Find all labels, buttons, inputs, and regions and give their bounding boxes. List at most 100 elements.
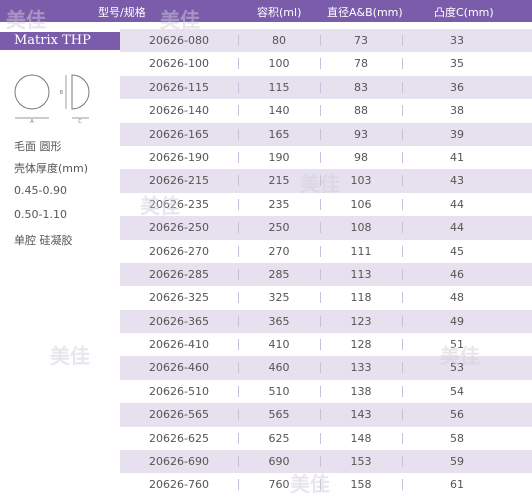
table-row: 20626-760 760 158 61	[120, 473, 532, 496]
watermark: 美佳	[290, 472, 330, 496]
cell-model: 20626-215	[149, 174, 209, 188]
table-row: 20626-410 410 128 51	[120, 333, 532, 356]
cell-projection: 43	[450, 174, 464, 188]
cell-model: 20626-115	[149, 80, 209, 94]
column-divider	[238, 35, 239, 46]
info-range-2: 0.50-1.10	[14, 208, 67, 221]
column-divider	[320, 432, 321, 444]
cell-projection: 54	[450, 384, 464, 398]
cell-model: 20626-690	[149, 455, 209, 469]
column-divider	[238, 128, 239, 140]
column-divider	[238, 105, 239, 117]
cell-projection: 51	[450, 338, 464, 352]
table-row: 20626-625 625 148 58	[120, 427, 532, 450]
column-divider	[238, 268, 239, 280]
column-divider	[238, 385, 239, 397]
table-row: 20626-325 325 118 48	[120, 286, 532, 309]
column-divider	[238, 315, 239, 327]
watermark: 美佳	[160, 8, 200, 32]
column-divider	[402, 362, 403, 374]
cell-volume: 625	[268, 431, 290, 445]
cell-diameter: 153	[350, 455, 372, 469]
cell-projection: 46	[450, 267, 464, 281]
cell-projection: 41	[450, 150, 464, 164]
cell-volume: 690	[268, 455, 290, 469]
cell-model: 20626-325	[149, 291, 209, 305]
cell-volume: 325	[268, 291, 290, 305]
column-divider	[238, 479, 239, 491]
cell-projection: 38	[450, 104, 464, 118]
column-divider	[320, 456, 321, 468]
cell-projection: 59	[450, 455, 464, 469]
label-a: A	[30, 119, 34, 125]
info-range-1: 0.45-0.90	[14, 184, 67, 197]
table-row: 20626-365 365 123 49	[120, 309, 532, 334]
round-shape-icon	[14, 74, 50, 110]
cell-volume: 100	[268, 57, 290, 71]
column-divider	[320, 58, 321, 70]
product-tag: Matrix THP	[0, 32, 120, 50]
cell-model: 20626-190	[149, 150, 209, 164]
cell-projection: 53	[450, 361, 464, 375]
cell-projection: 56	[450, 408, 464, 422]
cell-model: 20626-100	[149, 57, 209, 71]
cell-diameter: 158	[350, 478, 372, 492]
header-model: 型号/规格	[98, 6, 146, 19]
header-projection: 凸度C(mm)	[434, 6, 494, 19]
cell-volume: 165	[268, 127, 290, 141]
cell-model: 20626-460	[149, 361, 209, 375]
cell-volume: 460	[268, 361, 290, 375]
cell-projection: 36	[450, 80, 464, 94]
profile-shape-icon	[71, 74, 90, 110]
implant-diagram: A B C	[14, 74, 90, 125]
header-volume: 容积(ml)	[257, 6, 302, 19]
cell-model: 20626-510	[149, 384, 209, 398]
column-divider	[238, 198, 239, 210]
cell-model: 20626-165	[149, 127, 209, 141]
cell-volume: 80	[272, 34, 286, 47]
column-divider	[402, 81, 403, 93]
cell-model: 20626-270	[149, 244, 209, 258]
cell-model: 20626-565	[149, 408, 209, 422]
column-divider	[320, 81, 321, 93]
column-divider	[402, 128, 403, 140]
cell-projection: 44	[450, 221, 464, 235]
cell-volume: 215	[268, 174, 290, 188]
cell-model: 20626-410	[149, 338, 209, 352]
cell-diameter: 103	[350, 174, 372, 188]
table-header: 型号/规格 容积(ml) 直径A&B(mm) 凸度C(mm)	[0, 0, 532, 22]
cell-volume: 760	[268, 478, 290, 492]
cell-projection: 58	[450, 431, 464, 445]
column-divider	[402, 105, 403, 117]
table-row: 20626-510 510 138 54	[120, 380, 532, 403]
cell-diameter: 73	[354, 34, 368, 47]
info-surface: 毛面 圆形	[14, 140, 62, 153]
column-divider	[320, 198, 321, 210]
cell-volume: 510	[268, 384, 290, 398]
watermark: 美佳	[50, 344, 90, 368]
cell-volume: 250	[268, 221, 290, 235]
watermark: 美佳	[140, 194, 180, 218]
column-divider	[238, 58, 239, 70]
cell-model: 20626-760	[149, 478, 209, 492]
cell-model: 20626-365	[149, 314, 209, 328]
spec-table: 20626-080 80 73 33 20626-100 100 78 35 20626-115…	[120, 29, 532, 497]
cell-diameter: 143	[350, 408, 372, 422]
table-row: 20626-250 250 108 44	[120, 216, 532, 240]
table-row: 20626-285 285 113 46	[120, 262, 532, 287]
column-divider	[402, 432, 403, 444]
column-divider	[402, 58, 403, 70]
cell-diameter: 113	[350, 267, 372, 281]
cell-diameter: 108	[350, 221, 372, 235]
cell-diameter: 133	[350, 361, 372, 375]
column-divider	[238, 409, 239, 421]
column-divider	[238, 432, 239, 444]
column-divider	[320, 339, 321, 351]
column-divider	[320, 245, 321, 257]
cell-model: 20626-235	[149, 197, 209, 211]
column-divider	[238, 456, 239, 468]
cell-volume: 235	[268, 197, 290, 211]
table-row: 20626-165 165 93 39	[120, 122, 532, 146]
watermark: 美佳	[440, 344, 480, 368]
cell-model: 20626-080	[149, 34, 209, 47]
